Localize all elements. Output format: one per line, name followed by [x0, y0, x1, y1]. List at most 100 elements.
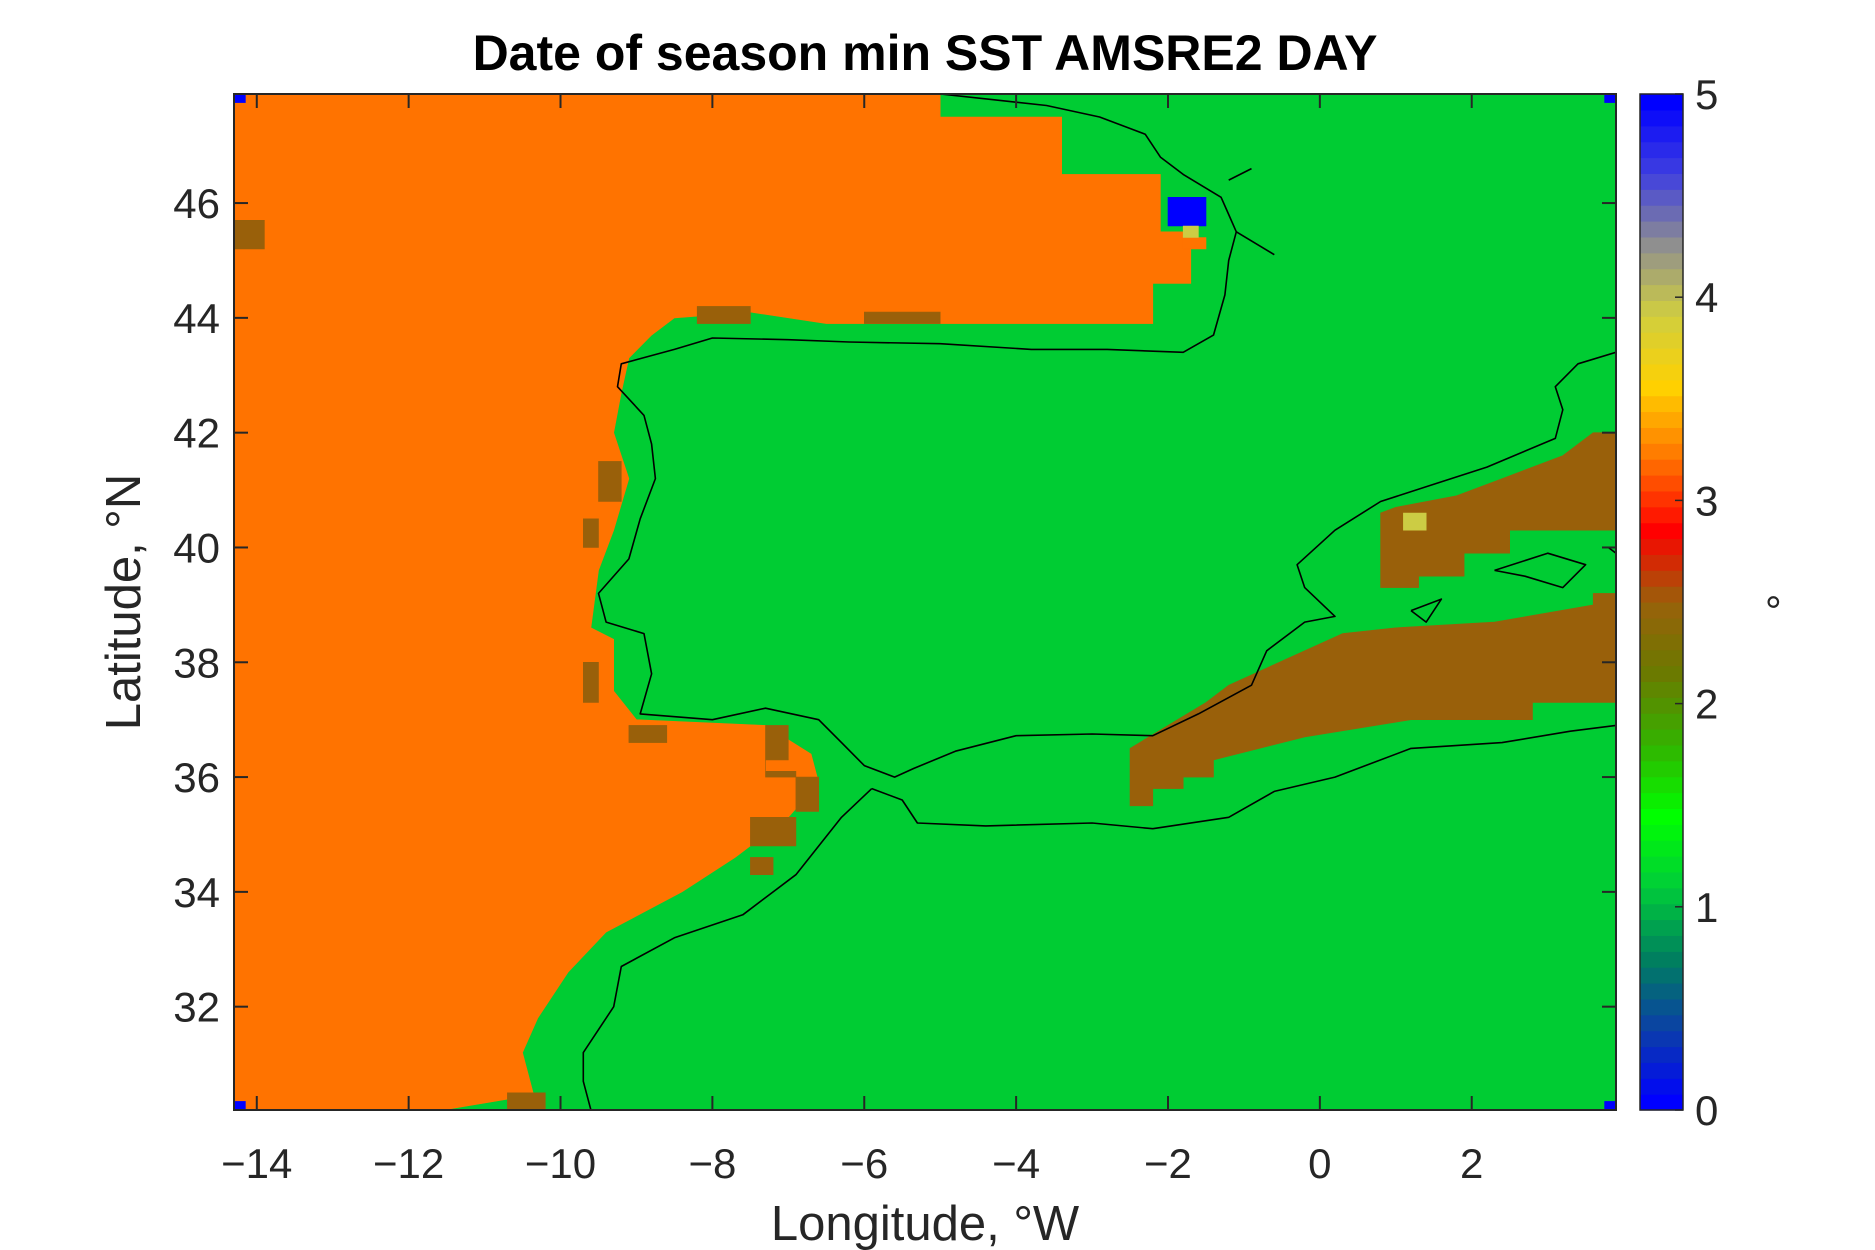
coastline-5	[1410, 598, 1443, 623]
colorbar-band	[1640, 617, 1683, 635]
plot-frame	[233, 93, 1617, 1111]
region-value-2-2	[234, 220, 265, 250]
colorbar-band	[1640, 951, 1683, 968]
colorbar-band	[1640, 776, 1683, 794]
y-tick-label: 32	[173, 984, 220, 1031]
y-tick-label: 40	[173, 524, 220, 571]
region-value-2-3	[696, 306, 751, 324]
colorbar-band	[1640, 252, 1683, 270]
x-tick-label: 2	[1460, 1140, 1483, 1187]
colorbar-band	[1640, 570, 1683, 587]
coastline-2	[1228, 167, 1252, 181]
colorbar-band	[1640, 475, 1683, 492]
region-value-5-20	[1604, 94, 1616, 103]
region-value-2-10	[750, 816, 797, 847]
colorbar-band	[1640, 427, 1683, 444]
colorbar-band	[1640, 268, 1683, 286]
region-value-2-13	[1380, 432, 1616, 588]
colorbar-band	[1640, 903, 1683, 921]
colorbar-band	[1640, 633, 1683, 651]
value-regions	[234, 94, 1616, 1110]
colorbar-band	[1640, 490, 1683, 508]
x-tick-label: −2	[1144, 1140, 1192, 1187]
colorbar-band	[1640, 363, 1683, 381]
colorbar-band	[1640, 316, 1683, 333]
colorbar-band	[1640, 125, 1683, 143]
colorbar-band	[1640, 141, 1683, 159]
region-value-5-15	[1167, 197, 1207, 227]
colorbar-band	[1640, 395, 1683, 413]
region-value-5-19	[234, 94, 246, 103]
colorbar-band	[1640, 221, 1683, 238]
region-value-3-0	[234, 94, 1192, 1110]
colorbar-band	[1640, 935, 1683, 952]
region-value-2-11	[750, 857, 774, 876]
region-value-2-6	[582, 518, 599, 548]
x-tick-label: −12	[373, 1140, 444, 1187]
colorbar-band	[1640, 760, 1683, 778]
region-value-5-21	[234, 1101, 246, 1110]
colorbar-band	[1640, 538, 1683, 555]
colorbar-band	[1640, 379, 1683, 397]
colorbar-band	[1640, 1062, 1683, 1079]
colorbar-band	[1640, 1014, 1683, 1032]
colorbar-band	[1640, 300, 1683, 317]
x-tick-label: −14	[221, 1140, 292, 1187]
colorbar-band	[1640, 205, 1683, 222]
colorbar-band	[1640, 998, 1683, 1016]
x-tick-label: −6	[840, 1140, 888, 1187]
y-axis-label: Latitude, °N	[97, 474, 151, 731]
colorbar-ticks: 0 1 2 3 4 5	[1675, 71, 1718, 1134]
colorbar-band	[1640, 887, 1683, 905]
region-value-2-5	[598, 461, 622, 502]
y-tick-label: 36	[173, 754, 220, 801]
region-value-2-9	[765, 725, 820, 812]
colorbar-band	[1640, 189, 1683, 206]
colorbar: 0 1 2 3 4 5 °	[1639, 71, 1788, 1134]
colorbar-band	[1640, 665, 1683, 682]
colorbar-band	[1640, 332, 1683, 349]
colorbar-band	[1640, 554, 1683, 571]
y-tick-label: 44	[173, 295, 220, 342]
colorbar-gradient	[1640, 94, 1683, 1111]
colorbar-band	[1640, 602, 1683, 619]
x-axis-ticks: −14 −12 −10 −8 −6 −4 −2 0 2	[221, 94, 1483, 1187]
colorbar-band	[1640, 284, 1683, 301]
colorbar-band	[1640, 649, 1683, 667]
colorbar-tick-label: 3	[1695, 477, 1718, 524]
colorbar-tick-label: 4	[1695, 274, 1718, 321]
y-tick-label: 46	[173, 180, 220, 227]
colorbar-band	[1640, 713, 1683, 730]
region-value-4-18	[1403, 512, 1427, 531]
map-plot-area: −14 −12 −10 −8 −6 −4 −2 0 2 32 34 36 38 40 42 44 46	[173, 93, 1617, 1187]
colorbar-band	[1640, 1094, 1683, 1111]
colorbar-band	[1640, 697, 1683, 714]
colorbar-frame	[1639, 93, 1684, 1111]
y-tick-label: 34	[173, 869, 220, 916]
coastlines	[582, 94, 1616, 1110]
coastline-4	[582, 788, 873, 1110]
x-tick-label: −10	[525, 1140, 596, 1187]
x-tick-label: −4	[992, 1140, 1040, 1187]
colorbar-band	[1640, 236, 1683, 254]
colorbar-band	[1640, 856, 1683, 873]
y-tick-label: 42	[173, 410, 220, 457]
region-value-5-22	[1604, 1101, 1616, 1110]
colorbar-band	[1640, 808, 1683, 825]
colorbar-tick-label: 1	[1695, 884, 1718, 931]
colorbar-band	[1640, 506, 1683, 524]
colorbar-band	[1640, 729, 1683, 746]
chart-title: Date of season min SST AMSRE2 DAY	[473, 25, 1378, 81]
colorbar-band	[1640, 1046, 1683, 1063]
colorbar-band	[1640, 348, 1683, 365]
y-axis-ticks: 32 34 36 38 40 42 44 46	[173, 180, 1616, 1031]
x-tick-label: 0	[1308, 1140, 1331, 1187]
region-value-2-7	[582, 661, 599, 703]
colorbar-band	[1640, 443, 1683, 460]
colorbar-band	[1640, 824, 1683, 841]
region-value-4-17	[1182, 225, 1199, 238]
colorbar-band	[1640, 173, 1683, 190]
colorbar-tick-label: 0	[1695, 1087, 1718, 1134]
coastline-6	[1494, 552, 1587, 589]
